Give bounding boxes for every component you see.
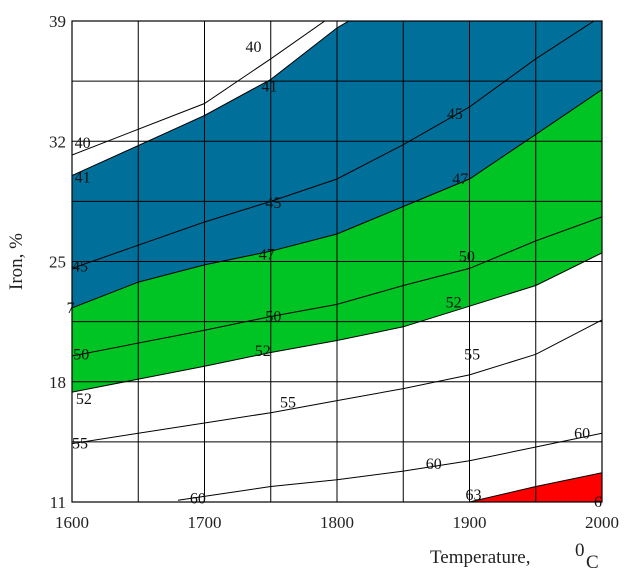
contour-line-47	[72, 89, 602, 309]
x-axis-label-group: Temperature, 0 C	[430, 540, 599, 573]
contour-line-60	[177, 432, 602, 501]
contour-label-7: 7	[67, 300, 75, 317]
x-tick-label: 1700	[188, 513, 222, 532]
contour-label-40: 40	[75, 135, 91, 152]
contour-label-55: 55	[280, 394, 296, 411]
contour-label-60: 60	[426, 456, 442, 473]
y-tick-label: 39	[49, 12, 66, 31]
contour-line-45	[72, 21, 595, 269]
contour-label-55: 55	[72, 436, 88, 453]
contour-line-52	[72, 252, 602, 393]
y-tick-label: 11	[50, 493, 66, 512]
contour-line-63	[469, 472, 602, 502]
x-axis-unit: C	[586, 552, 599, 573]
x-tick-label: 1600	[55, 513, 89, 532]
contour-label-52: 52	[76, 391, 92, 408]
x-tick-label: 2000	[585, 513, 619, 532]
contour-line-40	[72, 21, 326, 156]
contour-label-60: 60	[190, 491, 206, 508]
x-axis-unit-superscript: 0	[575, 540, 585, 561]
contour-line-41	[72, 21, 350, 177]
contour-label-50: 50	[459, 248, 475, 265]
x-tick-labels: 1600 1700 1800 1900 2000	[55, 513, 619, 532]
contour-label-45: 45	[72, 259, 88, 276]
contour-label-52: 52	[446, 295, 462, 312]
contour-label-63: 63	[465, 487, 481, 504]
x-tick-label: 1900	[453, 513, 487, 532]
grid-lines	[72, 21, 602, 502]
contour-label-45: 45	[447, 106, 463, 123]
x-axis-label: Temperature,	[430, 547, 530, 568]
x-tick-label: 1800	[320, 513, 354, 532]
contour-labels: 40 41 40 41 45 45 45 47 47 7 50 50 50 52 52 52 55 55 55 60 6…	[67, 39, 602, 511]
contour-label-50: 50	[265, 308, 281, 325]
contour-label-41: 41	[75, 169, 91, 186]
contour-label-45: 45	[265, 195, 281, 212]
contour-label-40: 40	[246, 39, 262, 56]
y-tick-label: 25	[49, 253, 66, 272]
contour-label-41: 41	[261, 78, 277, 95]
y-axis-label: Iron, %	[6, 233, 27, 290]
contour-line-50	[72, 216, 602, 357]
contour-label-50: 50	[73, 346, 89, 363]
contour-label-47: 47	[452, 171, 468, 188]
contour-line-55	[72, 319, 602, 445]
contour-label-47: 47	[259, 247, 275, 264]
plot-frame	[71, 20, 603, 503]
contour-label-60: 60	[574, 425, 590, 442]
contour-lines	[72, 21, 602, 502]
contour-label-55: 55	[464, 346, 480, 363]
contour-label-52: 52	[255, 343, 271, 360]
y-tick-labels: 11 18 25 32 39	[49, 12, 66, 512]
y-tick-label: 32	[49, 132, 66, 151]
y-tick-label: 18	[49, 373, 66, 392]
